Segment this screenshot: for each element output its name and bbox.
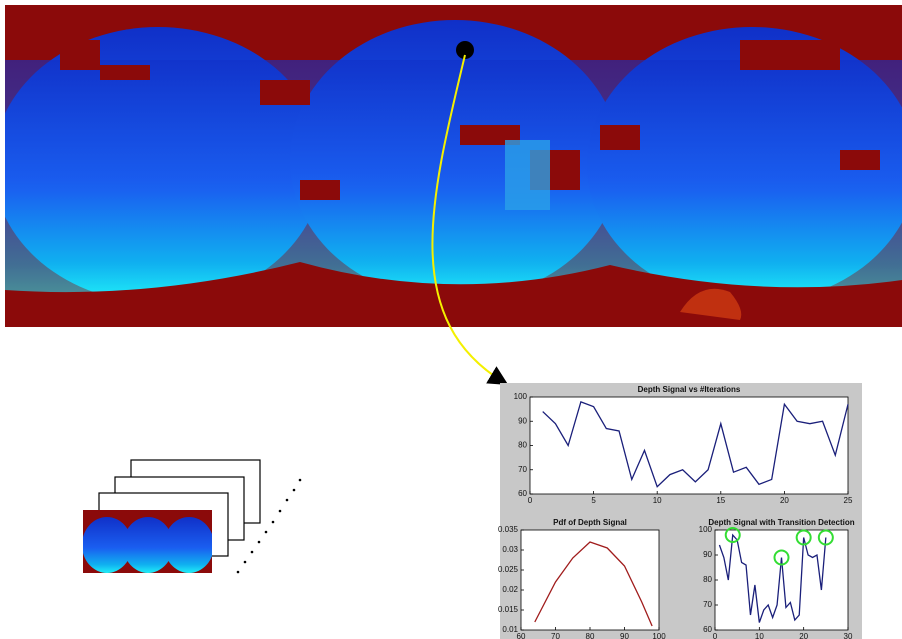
plot-title: Pdf of Depth Signal [553, 518, 627, 527]
y-tick-label: 0.02 [502, 585, 518, 594]
x-tick-label: 90 [620, 632, 629, 639]
plot-area [529, 396, 849, 495]
detection-marker [773, 549, 790, 566]
y-tick-label: 100 [699, 525, 713, 534]
plot-title: Depth Signal vs #Iterations [638, 385, 741, 394]
ellipsis-dots [236, 478, 302, 574]
plot-area [520, 529, 660, 631]
plots: Depth Signal vs #Iterations 0 5 10 15 20 25 60 7… [498, 385, 855, 639]
x-tick-label: 25 [844, 496, 853, 505]
x-tick-label: 0 [528, 496, 533, 505]
detection-marker [817, 529, 834, 546]
y-tick-label: 80 [703, 575, 712, 584]
depth-map [5, 5, 902, 327]
detection-marker [795, 529, 812, 546]
data-line [542, 400, 849, 488]
frame-stack [83, 459, 261, 573]
y-tick-label: 100 [514, 392, 528, 401]
x-tick-label: 70 [551, 632, 560, 639]
x-tick-label: 80 [586, 632, 595, 639]
y-tick-label: 80 [518, 441, 527, 450]
plot-area [714, 529, 849, 631]
data-line [534, 541, 653, 627]
x-tick-label: 5 [591, 496, 596, 505]
x-tick-label: 20 [780, 496, 789, 505]
detection-marker [724, 527, 741, 543]
y-tick-label: 0.035 [498, 525, 519, 534]
y-tick-label: 90 [703, 550, 712, 559]
y-tick-label: 90 [518, 416, 527, 425]
y-tick-label: 60 [518, 489, 527, 498]
x-tick-label: 10 [653, 496, 662, 505]
y-tick-label: 70 [703, 600, 712, 609]
probe-point [456, 41, 474, 59]
y-tick-label: 60 [703, 625, 712, 634]
x-tick-label: 20 [799, 632, 808, 639]
y-tick-label: 0.015 [498, 605, 519, 614]
y-tick-label: 0.025 [498, 565, 519, 574]
x-tick-label: 30 [844, 632, 853, 639]
x-tick-label: 15 [716, 496, 725, 505]
y-tick-label: 0.01 [502, 625, 518, 634]
x-tick-label: 0 [713, 632, 718, 639]
x-tick-label: 10 [755, 632, 764, 639]
x-tick-label: 100 [652, 632, 666, 639]
x-tick-label: 60 [517, 632, 526, 639]
plot-title: Depth Signal with Transition Detection [708, 518, 854, 527]
y-tick-label: 70 [518, 465, 527, 474]
connector-arrow [431, 54, 509, 386]
y-tick-label: 0.03 [502, 545, 518, 554]
